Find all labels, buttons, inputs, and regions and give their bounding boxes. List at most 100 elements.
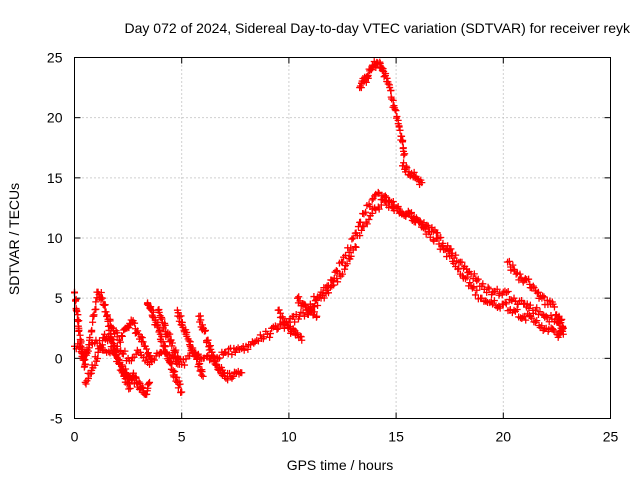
data-point	[363, 220, 371, 228]
data-point	[148, 313, 156, 321]
data-point	[146, 378, 154, 386]
data-point	[533, 317, 541, 325]
data-point	[78, 344, 86, 352]
data-point	[333, 267, 341, 275]
data-point	[558, 315, 566, 323]
data-point	[503, 289, 511, 297]
data-point	[113, 354, 121, 362]
data-point	[201, 327, 209, 335]
data-point	[530, 284, 538, 292]
data-point	[199, 372, 207, 380]
data-point	[531, 318, 539, 326]
data-point	[314, 301, 322, 309]
data-point	[333, 274, 341, 282]
tick-labels: 0 5 10 15 20 25 -5 0 5 10 15 20 25	[47, 50, 619, 445]
data-point	[127, 357, 135, 365]
x-tick-label: 15	[388, 429, 404, 445]
data-point	[298, 336, 306, 344]
data-point	[178, 388, 186, 396]
data-point	[101, 330, 109, 338]
data-point	[98, 294, 106, 302]
data-point	[493, 285, 501, 293]
data-point	[75, 326, 83, 334]
data-point	[329, 277, 337, 285]
data-points	[71, 58, 567, 398]
data-point	[525, 275, 533, 283]
data-point	[121, 347, 129, 355]
data-point	[394, 203, 402, 211]
data-point	[103, 312, 111, 320]
data-point	[386, 197, 394, 205]
data-point	[161, 321, 169, 329]
data-point	[439, 239, 447, 247]
data-point	[181, 361, 189, 369]
data-point	[234, 344, 242, 352]
y-tick-label: 0	[55, 350, 63, 366]
data-point	[406, 209, 414, 217]
data-point	[84, 374, 92, 382]
data-point	[276, 309, 284, 317]
data-point	[523, 300, 531, 308]
data-point	[510, 306, 518, 314]
data-point	[424, 222, 432, 230]
data-point	[399, 138, 407, 146]
data-point	[559, 324, 567, 332]
data-point	[148, 354, 156, 362]
data-point	[507, 296, 515, 304]
data-point	[339, 258, 346, 266]
data-point	[474, 275, 482, 283]
data-point	[176, 360, 184, 368]
data-point	[90, 311, 98, 319]
data-point	[479, 280, 487, 288]
data-point	[483, 288, 491, 296]
data-point	[360, 210, 368, 218]
data-point	[101, 301, 109, 309]
data-point	[118, 332, 126, 340]
data-point	[501, 298, 509, 306]
data-point	[514, 300, 522, 308]
data-point	[291, 318, 299, 326]
data-point	[516, 270, 524, 278]
data-point	[275, 306, 283, 314]
data-point	[509, 261, 517, 269]
data-point	[433, 229, 441, 237]
data-point	[458, 258, 466, 266]
data-point	[522, 316, 530, 324]
data-point	[244, 345, 252, 353]
data-point	[528, 314, 536, 322]
data-point	[103, 311, 111, 319]
data-point	[124, 379, 132, 387]
data-point	[135, 378, 143, 386]
data-point	[92, 305, 100, 313]
data-point	[145, 379, 153, 387]
data-point	[206, 356, 214, 364]
data-point	[144, 349, 152, 357]
data-point	[92, 298, 100, 306]
data-point	[273, 325, 281, 333]
data-point	[143, 345, 151, 353]
data-point	[139, 338, 147, 346]
data-point	[485, 285, 493, 293]
data-point	[343, 260, 351, 268]
data-point	[138, 334, 146, 342]
data-point	[460, 264, 468, 272]
data-point	[502, 300, 510, 308]
x-tick-label: 20	[496, 429, 512, 445]
data-point	[155, 305, 163, 313]
data-point	[559, 324, 567, 332]
data-point	[490, 297, 498, 305]
data-point	[352, 243, 360, 251]
data-point	[418, 179, 426, 187]
data-point	[366, 202, 374, 210]
data-point	[81, 360, 89, 368]
data-point	[444, 242, 452, 250]
data-point	[324, 282, 332, 290]
data-point	[342, 251, 350, 259]
data-point	[320, 294, 328, 302]
data-point	[295, 293, 303, 301]
data-point	[106, 317, 114, 325]
data-point	[507, 266, 515, 274]
data-point	[543, 314, 551, 322]
data-point	[471, 291, 479, 299]
